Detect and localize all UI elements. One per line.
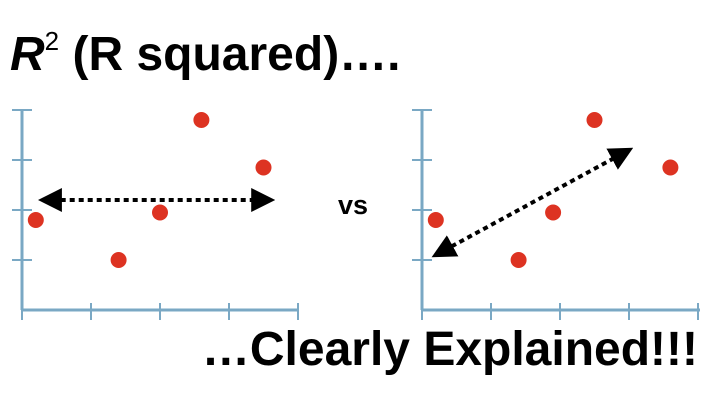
data-point	[110, 252, 127, 268]
left-scatter-plot	[12, 109, 299, 320]
data-point	[427, 212, 444, 228]
data-point	[586, 112, 603, 128]
data-point	[152, 204, 168, 221]
data-point	[193, 112, 210, 128]
data-point	[545, 204, 562, 221]
page-title: R2 (R squared)….	[10, 28, 401, 79]
data-point	[662, 159, 679, 176]
title-rest: (R squared)….	[59, 28, 401, 81]
right-scatter-plot	[412, 109, 700, 320]
title-r: R	[10, 28, 45, 81]
data-point	[255, 159, 272, 176]
subtitle: …Clearly Explained!!!	[201, 323, 698, 376]
data-point	[27, 212, 44, 228]
title-superscript: 2	[44, 26, 60, 56]
data-point	[510, 252, 527, 268]
double-arrow	[431, 147, 634, 258]
vs-label: vs	[338, 190, 369, 220]
